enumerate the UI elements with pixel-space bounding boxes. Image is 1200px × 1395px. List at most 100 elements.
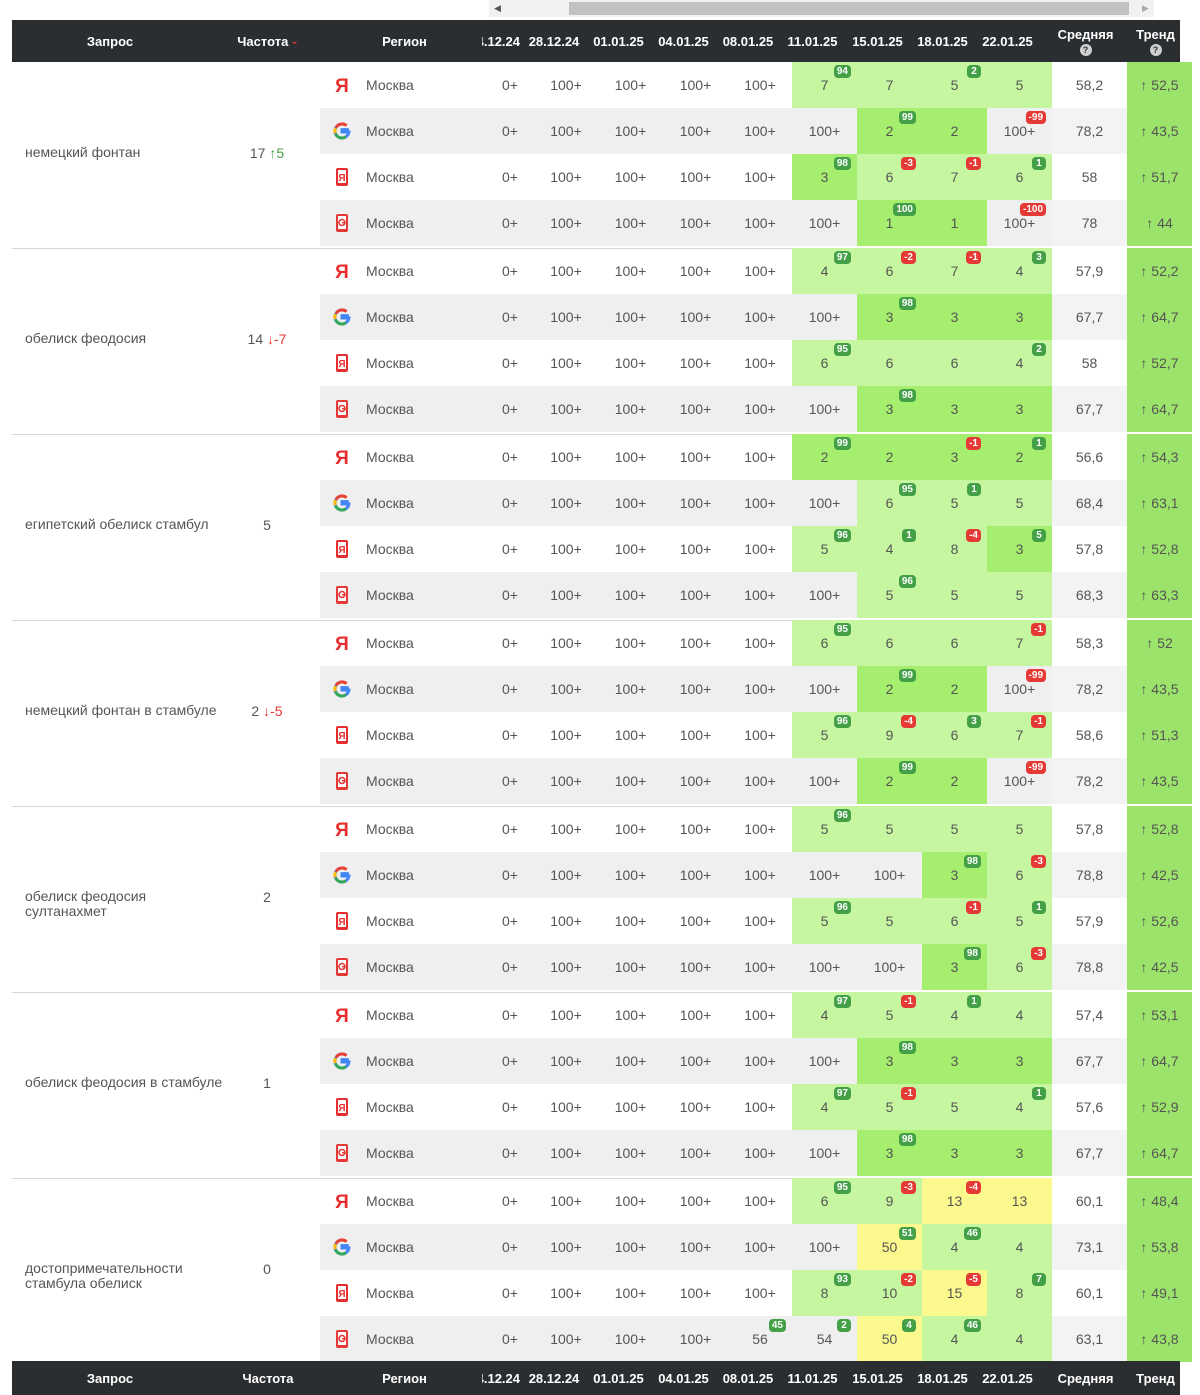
query-text[interactable]: египетский обелиск стамбул	[25, 516, 209, 532]
horizontal-scrollbar[interactable]: ◀ ▶	[489, 0, 1154, 17]
table-row[interactable]: Москва 0+ 100+ 100+ 100+ 100+ 100+ 1 100 1 100+ -10…	[320, 200, 1192, 246]
table-row[interactable]: Я Москва 0+ 100+ 100+ 100+ 100+ 6 95 6 6 4 2 58 ↑ 52,7	[320, 340, 1192, 386]
trend-value: ↑ 63,3	[1127, 572, 1192, 618]
position-value: 100+	[679, 1145, 712, 1161]
position-value: 13	[1011, 1193, 1028, 1209]
table-row[interactable]: Москва 0+ 100+ 100+ 100+ 100+ 100+ 2 99 2 100+ -99 7…	[320, 758, 1192, 804]
column-region[interactable]: Регион	[382, 33, 427, 49]
column-date[interactable]: 01.01.25	[593, 33, 644, 49]
column-trend[interactable]: Тренд?	[1123, 20, 1188, 62]
position-value: 100+	[679, 541, 712, 557]
table-row[interactable]: Москва 0+ 100+ 100+ 100+ 100+ 100+ 5 96 5 5 68,3 ↑ 6…	[320, 572, 1192, 618]
table-row[interactable]: Я Москва 0+ 100+ 100+ 100+ 100+ 5 96 5 6 -1 5 1 57,9 ↑ …	[320, 898, 1192, 944]
region-label: Москва	[366, 1007, 414, 1023]
table-row[interactable]: Я Москва 0+ 100+ 100+ 100+ 100+ 4 97 5 -1 5 4 1 57,6 ↑ …	[320, 1084, 1192, 1130]
column-date[interactable]: 08.01.25	[722, 33, 774, 49]
table-row[interactable]: Я Москва 0+ 100+ 100+ 100+ 100+ 5 96 5 5 5 57,8 ↑ 52,…	[320, 806, 1192, 852]
table-row[interactable]: Я Москва 0+ 100+ 100+ 100+ 100+ 3 98 6 -3 7 -1 6 1 58 ↑ …	[320, 154, 1192, 200]
column-query[interactable]: Запрос	[86, 33, 134, 49]
position-change-badge: 7	[1032, 1273, 1046, 1286]
position-value: 100+	[614, 541, 647, 557]
position-value: 5	[885, 913, 894, 929]
column-date[interactable]: 18.01.25	[917, 33, 968, 49]
position-value: 0+	[502, 169, 518, 185]
position-value: 100+	[614, 821, 647, 837]
table-row[interactable]: Москва 0+ 100+ 100+ 100+ 100+ 100+ 3 98 3 3 67,7 ↑ 6…	[320, 386, 1192, 432]
yandex-icon: Я	[332, 1191, 352, 1211]
column-frequency[interactable]: Частота ⌄	[208, 20, 328, 62]
position-cell: 5 96	[792, 712, 857, 758]
position-change-badge: -1	[1031, 623, 1046, 636]
table-row[interactable]: Москва 0+ 100+ 100+ 100+ 100+ 100+ 6 95 5 1 5 68,4 ↑ …	[320, 480, 1192, 526]
footer-column-date[interactable]: 11.01.25	[787, 1370, 838, 1386]
position-value: 5	[820, 541, 829, 557]
position-value: 5	[1015, 821, 1024, 837]
help-icon[interactable]: ?	[1149, 43, 1162, 56]
table-row[interactable]: Я Москва 0+ 100+ 100+ 100+ 100+ 5 96 9 -4 6 3 7 -1 58,6…	[320, 712, 1192, 758]
position-value: 100+	[614, 1331, 647, 1347]
query-text[interactable]: обелиск феодосия в стамбуле	[25, 1074, 223, 1090]
position-value: 100+	[744, 1007, 776, 1023]
footer-column-frequency[interactable]: Частота	[208, 1361, 328, 1395]
footer-column-date[interactable]: 18.01.25	[917, 1370, 968, 1386]
query-text[interactable]: немецкий фонтан в стамбуле	[25, 702, 217, 718]
region-label: Москва	[366, 587, 414, 603]
position-value: 0+	[502, 913, 518, 929]
column-date[interactable]: 15.01.25	[852, 33, 903, 49]
footer-column-average[interactable]: Средняя	[1048, 1361, 1123, 1395]
chevron-down-icon[interactable]: ⌄	[290, 35, 299, 47]
scroll-left-icon[interactable]: ◀	[494, 3, 501, 13]
position-cell: 7 94	[792, 62, 857, 108]
footer-column-region[interactable]: Регион	[382, 1370, 427, 1386]
footer-column-date[interactable]: 28.12.24	[528, 1370, 580, 1386]
svg-text:Я: Я	[335, 76, 349, 95]
footer-column-date[interactable]: 22.01.25	[982, 1370, 1033, 1386]
query-text[interactable]: обелиск феодосия султанахмет	[25, 888, 147, 919]
position-cell: 7 -1	[922, 248, 987, 294]
table-row[interactable]: Москва 0+ 100+ 100+ 100+ 100+ 100+ 2 99 2 100+ -99 7…	[320, 108, 1192, 154]
column-date[interactable]: 22.01.25	[982, 33, 1033, 49]
table-row[interactable]: Я Москва 0+ 100+ 100+ 100+ 100+ 7 94 7 5 2 5 58,2 ↑ 52…	[320, 62, 1192, 108]
position-value: 3	[950, 401, 959, 417]
table-row[interactable]: Я Москва 0+ 100+ 100+ 100+ 100+ 2 99 2 3 -1 2 1 56,6 ↑ …	[320, 434, 1192, 480]
table-row[interactable]: Я Москва 0+ 100+ 100+ 100+ 100+ 8 93 10 -2 15 -5 8 7 60…	[320, 1270, 1192, 1316]
footer-column-date[interactable]: 01.01.25	[593, 1370, 644, 1386]
position-value: 7	[1015, 635, 1024, 651]
column-date[interactable]: 24.12.24	[482, 33, 520, 49]
help-icon[interactable]: ?	[1079, 43, 1092, 56]
table-row[interactable]: Я Москва 0+ 100+ 100+ 100+ 100+ 6 95 9 -3 13 -4 13 60,…	[320, 1178, 1192, 1224]
position-cell: 100+	[728, 712, 792, 758]
footer-column-query[interactable]: Запрос	[86, 1370, 134, 1386]
position-cell: 0+	[494, 620, 534, 666]
footer-column-trend[interactable]: Тренд	[1123, 1361, 1188, 1395]
query-text[interactable]: обелиск феодосия	[25, 330, 147, 346]
table-row[interactable]: Москва 0+ 100+ 100+ 100+ 100+ 100+ 3 98 3 3 67,7 ↑ 6…	[320, 294, 1192, 340]
column-date[interactable]: 28.12.24	[528, 33, 580, 49]
position-cell: 100+	[534, 108, 598, 154]
column-date[interactable]: 04.01.25	[658, 33, 709, 49]
column-average[interactable]: Средняя?	[1048, 20, 1123, 62]
table-row[interactable]: Москва 0+ 100+ 100+ 100+ 100+ 100+ 100+ 3 98 6 -3 78…	[320, 944, 1192, 990]
table-row[interactable]: Москва 0+ 100+ 100+ 100+ 56 45 54 2 50 4 4 46 4 63,1 ↑ …	[320, 1316, 1192, 1362]
table-row[interactable]: Москва 0+ 100+ 100+ 100+ 100+ 100+ 100+ 3 98 6 -3 78…	[320, 852, 1192, 898]
column-date[interactable]: 11.01.25	[787, 33, 838, 49]
scrollbar-thumb[interactable]	[569, 2, 1129, 15]
table-row[interactable]: Москва 0+ 100+ 100+ 100+ 100+ 100+ 3 98 3 3 67,7 ↑ 6…	[320, 1130, 1192, 1176]
footer-column-date[interactable]: 24.12.24	[482, 1370, 520, 1386]
position-value: 100+	[679, 401, 712, 417]
table-row[interactable]: Москва 0+ 100+ 100+ 100+ 100+ 100+ 50 51 4 46 4 73,1…	[320, 1224, 1192, 1270]
footer-column-date[interactable]: 04.01.25	[658, 1370, 709, 1386]
scroll-right-icon[interactable]: ▶	[1142, 3, 1149, 13]
table-row[interactable]: Москва 0+ 100+ 100+ 100+ 100+ 100+ 2 99 2 100+ -99 7…	[320, 666, 1192, 712]
position-value: 100+	[550, 913, 582, 929]
query-text[interactable]: немецкий фонтан	[25, 144, 141, 160]
table-row[interactable]: Я Москва 0+ 100+ 100+ 100+ 100+ 5 96 4 1 8 -4 3 5 57,8 ↑…	[320, 526, 1192, 572]
footer-column-date[interactable]: 08.01.25	[722, 1370, 774, 1386]
query-text[interactable]: достопримечательности стамбула обелиск	[25, 1260, 183, 1291]
table-row[interactable]: Я Москва 0+ 100+ 100+ 100+ 100+ 4 97 6 -2 7 -1 4 3 57,9…	[320, 248, 1192, 294]
table-row[interactable]: Я Москва 0+ 100+ 100+ 100+ 100+ 6 95 6 6 7 -1 58,3 ↑ 5…	[320, 620, 1192, 666]
table-row[interactable]: Москва 0+ 100+ 100+ 100+ 100+ 100+ 3 98 3 3 67,7 ↑ 6…	[320, 1038, 1192, 1084]
position-cell: 100+	[663, 806, 728, 852]
table-row[interactable]: Я Москва 0+ 100+ 100+ 100+ 100+ 4 97 5 -1 4 1 4 57,4 ↑ …	[320, 992, 1192, 1038]
footer-column-date[interactable]: 15.01.25	[852, 1370, 903, 1386]
